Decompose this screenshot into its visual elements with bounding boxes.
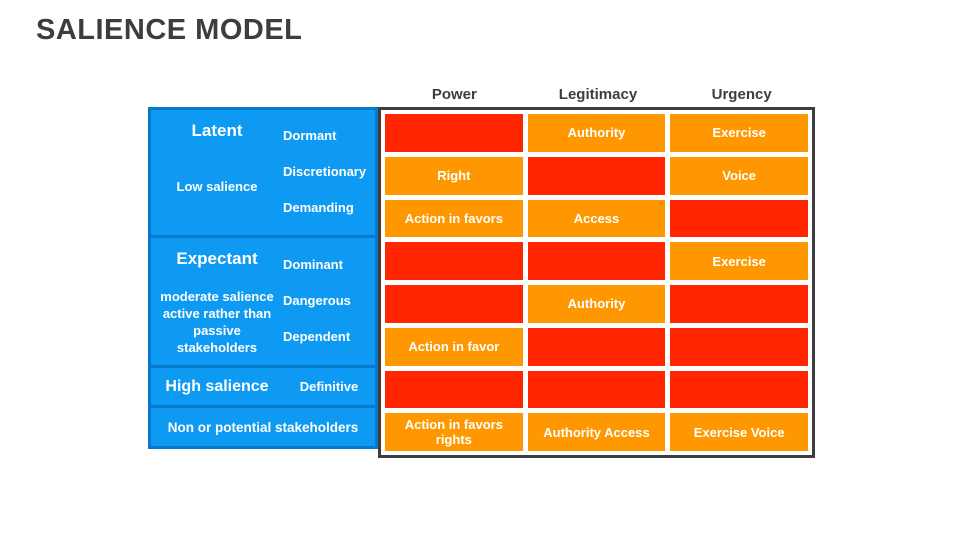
matrix-cell — [527, 242, 666, 280]
group-subtitle: moderate salience active rather than pas… — [160, 289, 274, 355]
salience-table: Latent Low salience Dormant Discretionar… — [148, 107, 815, 458]
matrix-cell: Action in favors rights — [385, 413, 523, 451]
row-group-latent: Latent Low salience Dormant Discretionar… — [148, 107, 378, 238]
page-title: SALIENCE MODEL — [36, 14, 303, 46]
matrix-cell: Exercise — [670, 242, 808, 280]
group-label-block: Expectant moderate salience active rathe… — [151, 238, 283, 365]
sub-item-dependent: Dependent — [283, 329, 351, 345]
matrix-cell — [527, 156, 666, 195]
sub-item-demanding: Demanding — [283, 199, 354, 215]
matrix-cell — [385, 370, 523, 409]
group-label-block: High salience — [151, 378, 283, 396]
matrix-cell — [385, 114, 523, 152]
sub-item-discretionary: Discretionary — [283, 163, 367, 179]
matrix-cell: Right — [385, 156, 523, 195]
matrix-cell — [670, 199, 808, 238]
sub-item-dangerous: Dangerous — [283, 292, 351, 308]
attribute-matrix: Authority Exercise Right Voice Action in… — [378, 107, 815, 458]
group-sub-items: Dormant Discretionary Demanding — [283, 110, 375, 235]
group-name: Latent — [191, 121, 243, 140]
row-groups-panel: Latent Low salience Dormant Discretionar… — [148, 107, 378, 458]
matrix-cell: Exercise Voice — [670, 413, 808, 451]
group-label-block: Latent Low salience — [151, 110, 283, 235]
matrix-cell — [385, 285, 523, 323]
row-group-non-potential: Non or potential stakeholders — [148, 405, 378, 449]
group-name: Non or potential stakeholders — [167, 419, 359, 435]
matrix-cell: Authority — [527, 285, 666, 323]
column-headers: Power Legitimacy Urgency — [385, 86, 811, 103]
sub-item-dormant: Dormant — [283, 128, 337, 144]
group-sub-items: Definitive — [283, 379, 375, 394]
row-group-high-salience: High salience Definitive — [148, 365, 378, 408]
matrix-cell: Access — [527, 199, 666, 238]
matrix-cell: Authority Access — [527, 413, 666, 451]
matrix-cell — [670, 327, 808, 366]
sub-item-dominant: Dominant — [283, 256, 343, 272]
matrix-cell — [527, 327, 666, 366]
matrix-cell: Action in favors — [385, 199, 523, 238]
matrix-cell: Authority — [527, 114, 666, 152]
matrix-cell: Exercise — [670, 114, 808, 152]
group-sub-items: Dominant Dangerous Dependent — [283, 238, 375, 365]
matrix-cell: Action in favor — [385, 327, 523, 366]
group-subtitle: Low salience — [176, 179, 258, 194]
group-name: High salience — [165, 377, 269, 395]
matrix-cell — [670, 285, 808, 323]
row-group-expectant: Expectant moderate salience active rathe… — [148, 235, 378, 368]
matrix-cell: Voice — [670, 156, 808, 195]
matrix-cell — [670, 370, 808, 409]
sub-item-definitive: Definitive — [299, 379, 359, 394]
group-name: Expectant — [176, 249, 258, 268]
column-header-urgency: Urgency — [711, 86, 772, 103]
column-header-legitimacy: Legitimacy — [558, 86, 638, 103]
matrix-cell — [527, 370, 666, 409]
matrix-cell — [385, 242, 523, 280]
column-header-power: Power — [431, 86, 477, 103]
